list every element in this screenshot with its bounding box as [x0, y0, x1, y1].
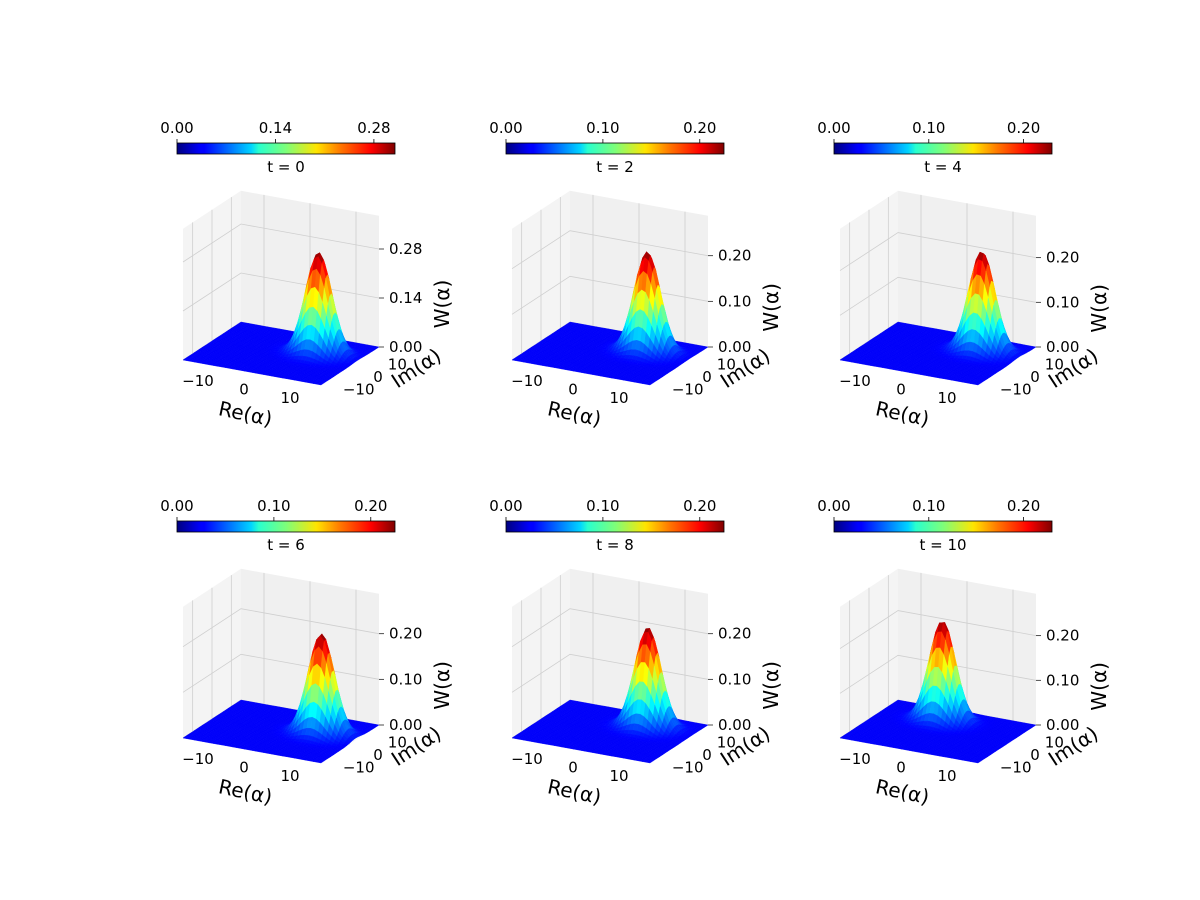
colorbar-tick-label: 0.00: [817, 119, 850, 137]
colorbar: [176, 520, 396, 533]
panel-0: 0.00 0.14 0.28t = 0−10 0 10Re(α)−10010Im(α)0…: [160, 119, 454, 431]
im-tick-label: −10: [1000, 381, 1032, 399]
im-tick-label: 0: [702, 368, 712, 386]
colorbar-tick-label: 0.20: [354, 497, 387, 515]
z-axis-label: W(α): [759, 283, 783, 332]
colorbar-tick-label: 0.14: [259, 119, 292, 137]
colorbar-tick-label: 0.00: [489, 119, 522, 137]
im-tick-label: 0: [1030, 368, 1040, 386]
colorbar: [505, 142, 725, 155]
colorbar-tick-label: 0.28: [357, 119, 390, 137]
re-tick-label: 10: [937, 389, 956, 407]
surface: [182, 252, 380, 386]
colorbar-tick-label: 0.10: [586, 119, 619, 137]
re-axis-label: Re(α): [217, 396, 275, 431]
im-tick-label: −10: [343, 381, 375, 399]
grid-line: [182, 223, 380, 263]
colorbar-tick-label: 0.20: [683, 119, 716, 137]
z-tick-label: 0.28: [389, 240, 422, 258]
im-tick-label: 10: [388, 355, 407, 373]
z-tick-label: 0.10: [1046, 293, 1079, 311]
im-tick-label: 0: [373, 368, 383, 386]
surface-cell: [316, 382, 324, 386]
colorbar: [176, 142, 396, 155]
colorbar-tick-label: 0.20: [1007, 119, 1040, 137]
z-tick-label: 0.14: [389, 289, 422, 307]
re-tick-label: 0: [896, 381, 906, 399]
z-axis-label: W(α): [430, 280, 454, 329]
re-tick-label: 10: [280, 389, 299, 407]
z-tick-label: 0.20: [718, 247, 751, 265]
colorbar-tick-label: 0.00: [160, 119, 193, 137]
re-tick-label: −10: [511, 372, 543, 390]
colorbar-tick-label: 0.10: [257, 497, 290, 515]
grid-line: [182, 272, 380, 312]
z-tick-label: 0.00: [1046, 338, 1079, 356]
re-tick-label: −10: [839, 372, 871, 390]
panel-title: t = 4: [924, 158, 962, 176]
panel-2: 0.00 0.10 0.20t = 4−10 0 10Re(α)−10010Im(α)0…: [817, 119, 1111, 431]
z-tick-label: 0.00: [718, 338, 751, 356]
re-axis-label: Re(α): [546, 396, 604, 431]
z-tick-label: 0.10: [718, 292, 751, 310]
panel-3: 0.00 0.10 0.20t = 6−10 0 10Re(α)−10010Im(α)0…: [160, 497, 454, 809]
colorbar: [833, 142, 1053, 155]
colorbar-tick-label: 0.10: [912, 119, 945, 137]
grid-line: [511, 230, 709, 270]
re-tick-label: 0: [239, 381, 249, 399]
panel-title: t = 6: [267, 536, 305, 554]
grid-line: [511, 275, 709, 315]
re-tick-label: 10: [609, 389, 628, 407]
surface: [511, 251, 709, 386]
z-tick-label: 0.00: [389, 338, 422, 356]
re-axis-label: Re(α): [874, 396, 932, 431]
panel-title: t = 0: [267, 158, 305, 176]
im-tick-label: −10: [672, 381, 704, 399]
re-tick-label: 0: [568, 381, 578, 399]
panel-title: t = 2: [596, 158, 634, 176]
z-tick-label: 0.20: [1046, 249, 1079, 267]
z-axis-label: W(α): [1087, 284, 1111, 333]
colorbar-tick-label: 0.00: [160, 497, 193, 515]
panel-1: 0.00 0.10 0.20t = 2−10 0 10Re(α)−10010Im(α)0…: [489, 119, 783, 431]
re-tick-label: −10: [182, 372, 214, 390]
